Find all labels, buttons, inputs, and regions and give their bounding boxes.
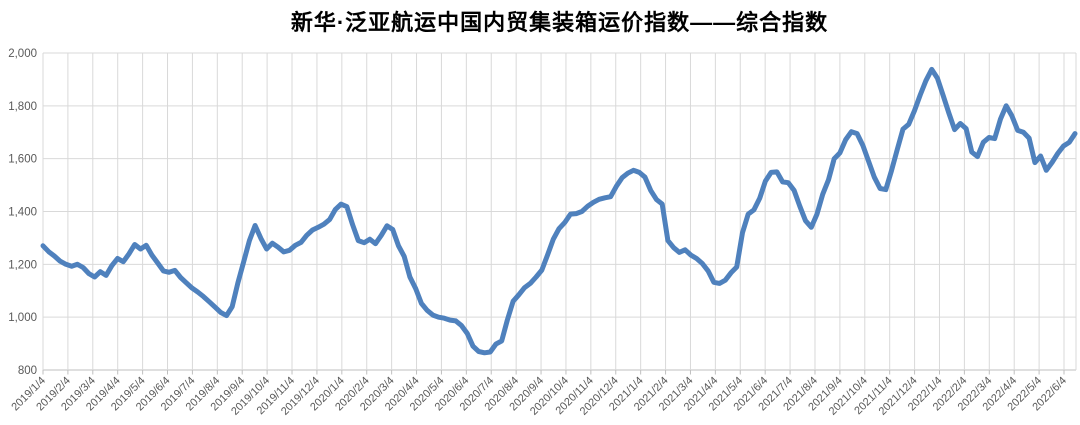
y-axis-tick-label: 2,000 xyxy=(8,48,37,60)
series-line-综合指数 xyxy=(40,66,1078,356)
y-axis-tick-label: 1,200 xyxy=(8,259,37,271)
y-axis-tick-label: 1,800 xyxy=(8,101,37,113)
y-axis-tick-label: 800 xyxy=(18,365,37,377)
y-axis-tick-label: 1,000 xyxy=(8,312,37,324)
y-axis-tick-label: 1,600 xyxy=(8,154,37,166)
chart-title: 新华·泛亚航运中国内贸集装箱运价指数——综合指数 xyxy=(290,10,829,35)
y-axis-tick-label: 1,400 xyxy=(8,207,37,219)
